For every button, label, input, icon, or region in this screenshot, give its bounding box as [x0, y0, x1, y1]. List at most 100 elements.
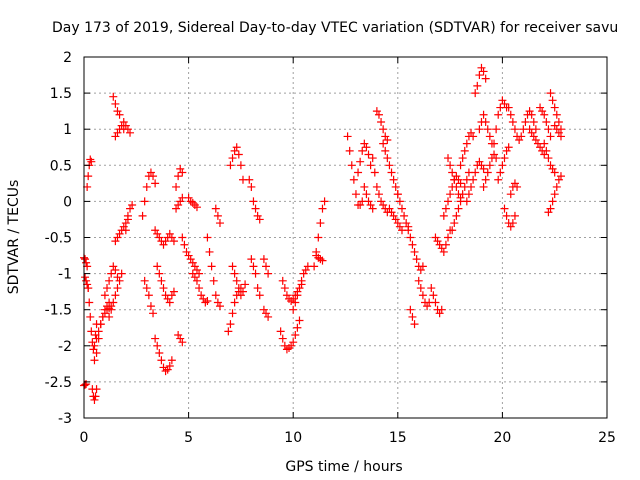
- data-point: [117, 269, 126, 278]
- data-point: [444, 197, 453, 206]
- series-arc-12: [111, 121, 128, 141]
- data-point: [157, 356, 166, 365]
- data-point: [165, 362, 174, 371]
- data-point: [155, 269, 164, 278]
- series-arc-36: [276, 316, 304, 354]
- data-point: [228, 309, 237, 318]
- data-point: [439, 247, 448, 256]
- data-point: [448, 226, 457, 235]
- data-point: [107, 305, 116, 314]
- data-point: [379, 125, 388, 134]
- data-point: [498, 161, 507, 170]
- y-tick-label: -2: [58, 339, 72, 355]
- data-point: [406, 233, 415, 242]
- data-point: [471, 89, 480, 98]
- series-arc-41: [343, 132, 367, 210]
- data-point: [462, 139, 471, 148]
- data-point: [211, 291, 220, 300]
- x-tick-label: 20: [493, 430, 511, 446]
- data-point: [203, 297, 212, 306]
- series-arc-25: [184, 193, 201, 212]
- data-point: [492, 125, 501, 134]
- series-arc-67: [517, 107, 540, 141]
- data-point: [410, 320, 419, 329]
- data-point: [226, 161, 235, 170]
- data-point: [207, 262, 216, 271]
- data-point: [115, 110, 124, 119]
- data-point: [404, 226, 413, 235]
- data-point: [81, 273, 90, 282]
- series-arc-19: [151, 226, 178, 249]
- data-point: [278, 334, 287, 343]
- data-point: [345, 146, 354, 155]
- data-point: [410, 247, 419, 256]
- data-point: [548, 96, 557, 105]
- data-point: [362, 190, 371, 199]
- data-point: [475, 71, 484, 80]
- data-point: [418, 262, 427, 271]
- data-point: [542, 146, 551, 155]
- data-point: [215, 219, 224, 228]
- series-arc-31: [228, 262, 250, 300]
- data-point: [492, 154, 501, 163]
- data-point: [517, 132, 526, 141]
- data-point: [262, 262, 271, 271]
- data-point: [178, 338, 187, 347]
- chart-title: Day 173 of 2019, Sidereal Day-to-day VTE…: [52, 20, 618, 36]
- series-arc-27: [203, 233, 224, 311]
- data-point: [213, 211, 222, 220]
- data-point: [500, 204, 509, 213]
- data-point: [508, 117, 517, 126]
- data-point: [416, 284, 425, 293]
- series-arc-32: [245, 175, 264, 224]
- data-point: [387, 168, 396, 177]
- data-point: [314, 233, 323, 242]
- data-point: [259, 255, 268, 264]
- data-point: [456, 161, 465, 170]
- series-arc-26: [188, 269, 212, 307]
- data-point: [151, 179, 160, 188]
- x-tick-label: 10: [284, 430, 302, 446]
- data-point: [351, 190, 360, 199]
- data-point: [192, 276, 201, 285]
- data-point: [406, 305, 415, 314]
- data-point: [142, 182, 151, 191]
- data-point: [153, 262, 162, 271]
- series-arc-51: [414, 276, 434, 311]
- data-point: [169, 237, 178, 246]
- data-point: [151, 334, 160, 343]
- data-point: [513, 182, 522, 191]
- y-tick-label: -1: [58, 267, 72, 283]
- data-point: [169, 287, 178, 296]
- data-point: [203, 233, 212, 242]
- series-arc-15: [121, 201, 137, 235]
- series-arc-72: [550, 121, 565, 141]
- data-point: [247, 255, 256, 264]
- data-point: [504, 143, 513, 152]
- data-point: [109, 298, 118, 307]
- data-point: [521, 117, 530, 126]
- y-axis-label: SDTVAR / TECUs: [6, 180, 22, 295]
- data-point: [431, 298, 440, 307]
- data-point: [289, 338, 298, 347]
- data-point: [215, 302, 224, 311]
- data-point: [540, 110, 549, 119]
- data-point: [251, 204, 260, 213]
- y-tick-label: 0: [63, 194, 72, 210]
- series-arc-49: [404, 226, 427, 274]
- data-point: [232, 276, 241, 285]
- data-point: [92, 349, 101, 358]
- data-point: [85, 298, 94, 307]
- data-point: [238, 287, 247, 296]
- data-point: [540, 139, 549, 148]
- data-point: [241, 280, 250, 289]
- data-point: [146, 302, 155, 311]
- data-point: [138, 211, 147, 220]
- data-point: [473, 81, 482, 90]
- y-tick-label: -0.5: [45, 231, 72, 247]
- data-points: [80, 63, 565, 404]
- data-point: [140, 276, 149, 285]
- axis-ticks: [83, 56, 608, 419]
